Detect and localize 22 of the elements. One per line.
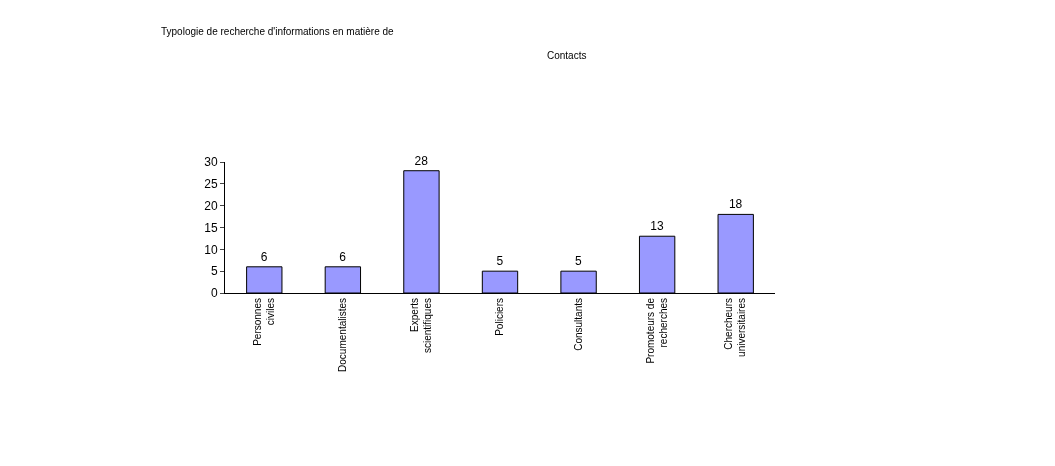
y-tick-label: 20: [204, 198, 218, 213]
x-tick-label: Personnes civiles: [252, 298, 277, 346]
x-tick-label: Documentalistes: [337, 298, 349, 372]
data-label: 18: [728, 197, 743, 212]
data-label: 6: [260, 249, 268, 264]
data-label: 6: [339, 249, 347, 264]
y-tick-label: 30: [204, 155, 218, 170]
data-label: 28: [414, 153, 429, 168]
y-tick-label: 25: [204, 177, 218, 192]
y-tick-label: 0: [210, 286, 218, 301]
y-tick-label: 10: [204, 242, 218, 257]
y-tick-label: 5: [210, 264, 218, 279]
x-tick-label: Consultants: [572, 298, 584, 351]
x-tick-label: Policiers: [494, 298, 506, 336]
x-tick-label: Experts scientifiques: [409, 298, 434, 354]
data-label: 5: [496, 254, 504, 269]
data-label: 13: [650, 219, 664, 234]
data-label: 5: [575, 254, 583, 269]
y-tick-label: 15: [204, 220, 218, 235]
x-tick-label: Chercheurs universitaires: [723, 298, 748, 357]
chart-title: Typologie de recherche d'informations en matière de Contacts: [161, 26, 587, 61]
x-tick-label: Promoteurs de recherches: [644, 297, 669, 364]
